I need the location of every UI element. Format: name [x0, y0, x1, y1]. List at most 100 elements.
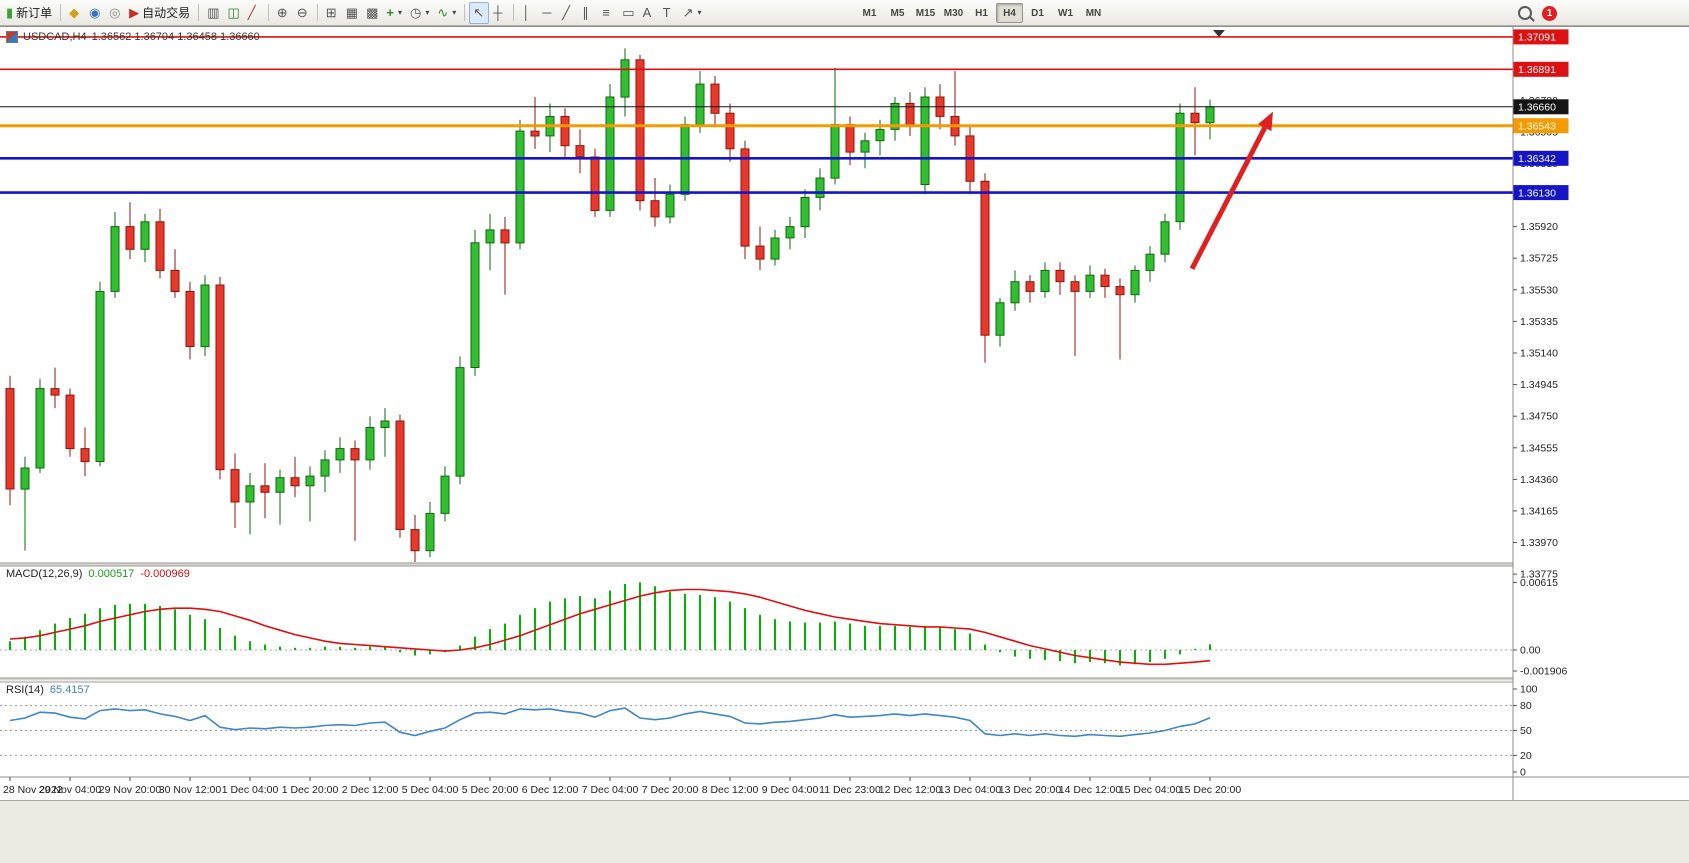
timeframe-bar: M1 M5 M15 M30 H1 H4 D1 W1 MN — [856, 3, 1107, 23]
cascade-windows-button[interactable]: ▩ — [362, 2, 382, 24]
profiles-button[interactable]: ◉ — [85, 2, 105, 24]
svg-text:13 Dec 04:00: 13 Dec 04:00 — [939, 784, 1002, 796]
dropdown-caret-icon[interactable]: ▾ — [425, 8, 430, 17]
timeframe-mn-button[interactable]: MN — [1080, 3, 1107, 23]
price-axis[interactable]: 1.367001.365051.363101.361151.359201.357… — [1512, 27, 1689, 801]
cascade-windows-icon: ▩ — [366, 5, 379, 20]
svg-text:1 Dec 04:00: 1 Dec 04:00 — [222, 784, 279, 796]
timeframe-m15-button[interactable]: M15 — [912, 3, 939, 23]
svg-text:1.36660: 1.36660 — [1518, 102, 1556, 114]
timeframe-h1-button[interactable]: H1 — [968, 3, 995, 23]
timeframe-m30-button[interactable]: M30 — [940, 3, 967, 23]
text-button[interactable]: A — [639, 2, 659, 24]
svg-text:11 Dec 23:00: 11 Dec 23:00 — [819, 784, 881, 796]
vertical-line-button[interactable]: │ — [518, 2, 538, 24]
svg-text:15 Dec 04:00: 15 Dec 04:00 — [1119, 784, 1182, 796]
timeframe-w1-button[interactable]: W1 — [1052, 3, 1079, 23]
data-window-button[interactable]: ◎ — [105, 2, 125, 24]
svg-text:1.34750: 1.34750 — [1520, 411, 1558, 423]
rsi-label-row: RSI(14) 65.4157 — [6, 684, 90, 696]
svg-text:1.34945: 1.34945 — [1520, 379, 1558, 391]
new-order-button-label: 新订单 — [16, 6, 53, 20]
chart-canvas[interactable]: 1.367001.365051.363101.361151.359201.357… — [0, 27, 1689, 801]
svg-text:14 Dec 12:00: 14 Dec 12:00 — [1059, 784, 1122, 796]
workspace-background — [0, 800, 1689, 863]
toolbar-separator — [316, 4, 318, 21]
text-label-button[interactable]: T — [659, 2, 679, 24]
timeframe-d1-button[interactable]: D1 — [1024, 3, 1051, 23]
fibonacci-button[interactable]: ≡ — [598, 2, 618, 24]
dropdown-caret-icon[interactable]: ▾ — [452, 8, 457, 17]
dropdown-caret-icon[interactable]: ▾ — [697, 8, 702, 17]
crosshair-button[interactable]: ┼ — [489, 2, 509, 24]
candlestick-series — [5, 48, 1215, 562]
line-chart-icon: ╱ — [247, 5, 256, 20]
ohlc-values: 1.36562 1.36704 1.36458 1.36660 — [91, 31, 260, 43]
toolbar-separator — [60, 4, 62, 21]
arrows-button[interactable]: ↗ ▾ — [679, 2, 706, 24]
notification-badge[interactable]: 1 — [1542, 5, 1557, 21]
svg-text:15 Dec 20:00: 15 Dec 20:00 — [1179, 784, 1242, 796]
vertical-line-icon: │ — [522, 5, 531, 20]
svg-text:28 Nov 2022: 28 Nov 2022 — [3, 784, 63, 796]
svg-text:0.00: 0.00 — [1520, 645, 1541, 657]
dropdown-caret-icon[interactable]: ▾ — [397, 8, 402, 17]
timeframe-m1-button[interactable]: M1 — [856, 3, 883, 23]
trend-arrow[interactable] — [1189, 111, 1273, 270]
cursor-button[interactable]: ↖ — [469, 1, 490, 24]
toolbar-right-cluster: 1 — [1518, 0, 1557, 26]
horizontal-line-button[interactable]: ─ — [538, 2, 558, 24]
chart-window-icon — [6, 31, 18, 43]
svg-text:2 Dec 12:00: 2 Dec 12:00 — [342, 784, 399, 796]
tile-windows-icon: ⊞ — [325, 5, 337, 20]
charts-button[interactable]: ◆ — [65, 2, 85, 24]
arrange-windows-button[interactable]: ▦ — [342, 2, 362, 24]
toolbar-separator — [198, 4, 200, 21]
svg-text:1.36130: 1.36130 — [1518, 187, 1556, 199]
new-order-icon: ▮ — [6, 5, 14, 20]
zoom-out-button[interactable]: ⊖ — [293, 2, 313, 24]
rsi-line — [9, 707, 1211, 738]
timeframe-m5-button[interactable]: M5 — [884, 3, 911, 23]
svg-text:100: 100 — [1520, 684, 1538, 696]
text-icon: A — [642, 5, 652, 20]
zoom-in-button[interactable]: ⊕ — [273, 2, 293, 24]
bar-chart-icon: ▥ — [207, 5, 220, 20]
rsi-name: RSI(14) — [6, 684, 44, 696]
clock-icon: ◷ — [409, 5, 422, 20]
line-chart-button[interactable]: ╱ — [244, 2, 264, 24]
candlestick-chart-button[interactable]: ◫ — [223, 2, 243, 24]
data-window-icon: ◎ — [109, 5, 121, 20]
shapes-button[interactable]: ▭ — [618, 2, 638, 24]
timeframe-h4-button[interactable]: H4 — [996, 3, 1023, 23]
new-order-button[interactable]: ▮ 新订单 — [2, 2, 56, 24]
pane-splitter-main-macd[interactable] — [0, 562, 1689, 567]
periods-button[interactable]: ◷ ▾ — [406, 2, 433, 24]
svg-text:13 Dec 20:00: 13 Dec 20:00 — [999, 784, 1062, 796]
candlestick-icon: ◫ — [227, 5, 240, 20]
svg-text:8 Dec 12:00: 8 Dec 12:00 — [702, 784, 759, 796]
channel-button[interactable]: ∥ — [578, 2, 598, 24]
bar-chart-button[interactable]: ▥ — [203, 2, 223, 24]
search-icon[interactable] — [1518, 6, 1532, 20]
svg-text:80: 80 — [1520, 700, 1532, 712]
chart-shift-marker[interactable] — [1213, 30, 1225, 37]
pane-splitter-macd-rsi[interactable] — [0, 677, 1689, 683]
trendline-icon: ╱ — [562, 5, 571, 20]
toolbar-buttons: ▮ 新订单 ◆ ◉ ◎ ▶ 自动交易 ▥ ◫ ╱ ⊕ ⊖ ⊞ ▦ ▩ + ▾ ◷ ▾ ∿ ▾ ↖ ┼ │ ─ ╱ ∥ ≡ ▭ A T ↗ ▾ — [2, 0, 705, 26]
svg-text:9 Dec 04:00: 9 Dec 04:00 — [762, 784, 819, 796]
rsi-value: 65.4157 — [49, 684, 90, 696]
svg-text:1.34555: 1.34555 — [1520, 442, 1558, 454]
new-chart-button[interactable]: + ▾ — [382, 2, 406, 24]
svg-text:1.33970: 1.33970 — [1520, 537, 1558, 549]
autotrading-button[interactable]: ▶ 自动交易 — [125, 2, 194, 24]
svg-text:1.35530: 1.35530 — [1520, 284, 1558, 296]
channel-icon: ∥ — [582, 5, 589, 20]
indicators-button[interactable]: ∿ ▾ — [433, 2, 460, 24]
trendline-button[interactable]: ╱ — [558, 2, 578, 24]
new-chart-icon: + — [386, 5, 394, 20]
tile-windows-button[interactable]: ⊞ — [322, 2, 342, 24]
svg-text:1.34165: 1.34165 — [1520, 505, 1558, 517]
